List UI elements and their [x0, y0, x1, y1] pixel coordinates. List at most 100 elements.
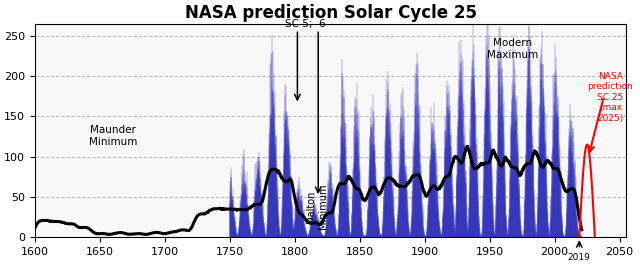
Point [109, 231, 120, 235]
Point [31, 231, 41, 235]
Point [125, 235, 135, 239]
Point [149, 229, 159, 233]
Point [120, 230, 131, 234]
Point [67, 222, 77, 226]
Point [39, 202, 49, 206]
Point [98, 229, 108, 233]
Point [80, 220, 90, 224]
Point [45, 234, 55, 238]
Point [188, 231, 198, 236]
Point [207, 215, 217, 220]
Point [36, 194, 46, 198]
Point [113, 230, 124, 234]
Point [124, 234, 134, 239]
Point [214, 209, 224, 214]
Point [100, 232, 110, 236]
Point [58, 234, 68, 238]
Point [189, 235, 200, 239]
Point [62, 214, 72, 218]
Point [148, 230, 159, 234]
Point [209, 164, 220, 168]
Point [154, 231, 164, 235]
Point [175, 232, 185, 236]
Point [52, 185, 63, 190]
Point [62, 221, 72, 226]
Point [106, 233, 116, 237]
Point [121, 232, 131, 237]
Point [67, 217, 77, 221]
Point [125, 232, 136, 236]
Point [124, 234, 134, 238]
Point [116, 230, 126, 234]
Point [129, 231, 140, 236]
Point [213, 203, 223, 207]
Point [71, 233, 81, 237]
Point [34, 209, 44, 213]
Point [207, 217, 217, 222]
Point [218, 233, 228, 238]
Point [166, 230, 176, 234]
Point [158, 232, 168, 237]
Point [188, 234, 198, 238]
Point [60, 232, 70, 236]
Point [95, 231, 105, 235]
Point [70, 229, 80, 233]
Point [77, 215, 87, 219]
Point [112, 230, 122, 234]
Point [134, 228, 144, 232]
Point [145, 230, 155, 235]
Point [209, 166, 220, 171]
Point [223, 175, 234, 179]
Point [52, 206, 63, 210]
Point [173, 230, 184, 234]
Point [51, 210, 61, 214]
Point [193, 217, 203, 221]
Point [195, 201, 205, 205]
Point [34, 206, 44, 211]
Point [134, 231, 144, 235]
Point [175, 232, 186, 236]
Point [33, 220, 43, 224]
Point [95, 230, 106, 234]
Point [88, 235, 98, 239]
Point [108, 234, 118, 239]
Point [82, 222, 92, 227]
Point [107, 235, 117, 239]
Point [212, 194, 222, 198]
Point [122, 234, 132, 238]
Point [49, 197, 60, 201]
Point [42, 231, 52, 235]
Point [198, 206, 208, 210]
Point [112, 230, 122, 234]
Point [33, 202, 44, 206]
Point [69, 219, 79, 223]
Point [72, 231, 82, 235]
Point [166, 228, 177, 232]
Point [90, 235, 100, 239]
Point [210, 184, 220, 188]
Point [201, 222, 211, 226]
Point [48, 210, 58, 214]
Point [176, 233, 186, 238]
Point [222, 191, 232, 195]
Point [59, 233, 69, 237]
Point [209, 195, 220, 199]
Point [84, 228, 94, 232]
Point [99, 231, 109, 235]
Point [155, 228, 165, 232]
Point [116, 228, 127, 232]
Point [151, 226, 161, 230]
Point [118, 231, 129, 235]
Point [211, 164, 221, 168]
Point [39, 217, 49, 221]
Point [136, 232, 146, 236]
Point [93, 232, 103, 236]
Point [96, 231, 106, 235]
Point [115, 228, 125, 232]
Point [42, 224, 52, 228]
Point [188, 234, 198, 238]
Point [170, 226, 180, 230]
Point [47, 225, 57, 229]
Point [132, 229, 142, 233]
Point [162, 234, 172, 238]
